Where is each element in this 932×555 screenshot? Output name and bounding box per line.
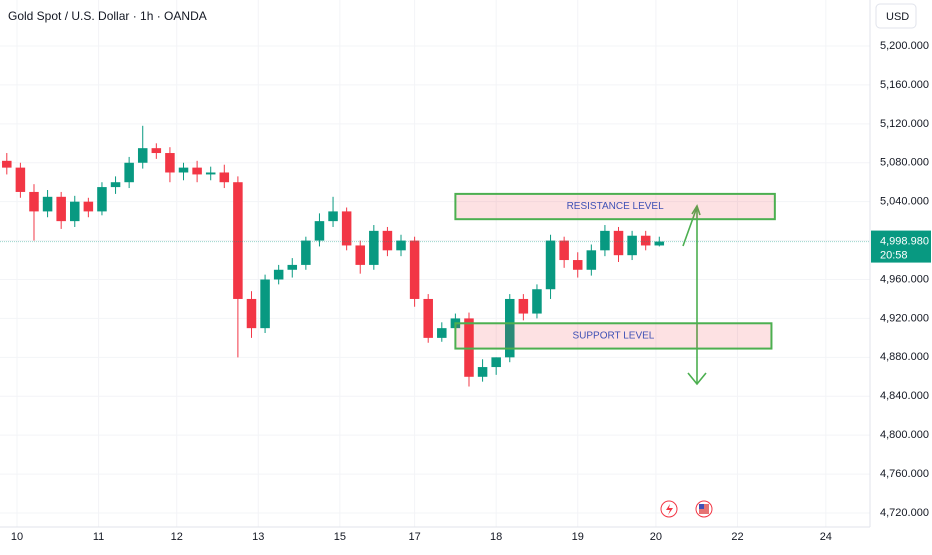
candle-body <box>491 357 501 368</box>
y-tick-label: 4,840.000 <box>880 390 929 402</box>
candle-body <box>205 172 216 175</box>
candle-body <box>151 148 162 154</box>
candle-body <box>640 235 651 246</box>
candle-body <box>301 240 311 265</box>
level-zone <box>454 322 773 350</box>
candle-body <box>260 279 270 329</box>
y-tick-label: 4,920.000 <box>880 312 929 324</box>
candle-body <box>328 211 338 222</box>
candle-body <box>70 201 80 222</box>
candle-body <box>42 196 53 212</box>
x-tick-label: 15 <box>334 531 346 543</box>
x-tick-label: 18 <box>490 531 502 543</box>
candle-body <box>83 201 94 212</box>
y-tick-label: 4,720.000 <box>880 507 929 519</box>
last-price-label: 4,998.980 <box>880 235 929 247</box>
x-tick-label: 19 <box>572 531 584 543</box>
candle-body <box>518 298 529 314</box>
arrows <box>682 204 707 386</box>
candle-body <box>314 221 325 241</box>
candle-body <box>287 264 298 270</box>
arrow-head <box>687 372 707 386</box>
y-tick-label: 4,880.000 <box>880 351 929 363</box>
candle-body <box>600 230 610 251</box>
candle-body <box>572 260 583 270</box>
candle-body <box>246 298 257 329</box>
candle-body <box>477 367 488 377</box>
candle-body <box>15 167 26 192</box>
candle-body <box>586 250 597 270</box>
y-tick-label: 4,800.000 <box>880 429 929 441</box>
event-icons <box>660 500 713 518</box>
countdown: 20:58 <box>880 249 908 261</box>
candle-body <box>423 298 433 338</box>
candle-body <box>137 148 148 163</box>
lightning <box>666 504 673 515</box>
candle-body <box>505 298 515 358</box>
currency-button[interactable] <box>875 3 917 29</box>
x-tick-label: 22 <box>731 531 743 543</box>
y-tick-label: 5,160.000 <box>880 79 929 91</box>
y-tick-label: 5,120.000 <box>880 118 929 130</box>
y-tick-label: 5,080.000 <box>880 157 929 169</box>
x-tick-label: 20 <box>650 531 662 543</box>
y-tick-label: 5,040.000 <box>880 196 929 208</box>
last-price-badge <box>871 230 931 263</box>
level-zone <box>454 192 776 221</box>
y-tick-label: 4,960.000 <box>880 273 929 285</box>
x-tick-label: 12 <box>171 531 183 543</box>
candle-body <box>409 240 420 299</box>
x-tick-label: 13 <box>252 531 264 543</box>
candle-body <box>110 182 121 188</box>
candle-body <box>559 240 569 261</box>
candle-body <box>165 153 175 173</box>
candle-body <box>382 230 393 251</box>
candle-body <box>613 230 624 256</box>
candle-body <box>273 269 284 280</box>
candle-body <box>178 167 189 173</box>
overlay: 4,720.000 4,760.000 4,800.000 4,840.000 4,88… <box>0 40 931 543</box>
candle-body <box>355 245 365 265</box>
candle-body <box>341 211 352 246</box>
arrow-head <box>691 204 701 216</box>
candle-body <box>545 240 556 290</box>
candle-body <box>437 328 447 338</box>
candle-body <box>532 289 542 314</box>
candle-body <box>97 187 107 212</box>
chart-title: Gold Spot / U.S. Dollar · 1h · OANDA <box>8 9 207 23</box>
zone-label: SUPPORT LEVEL <box>572 331 654 342</box>
candle-body <box>369 230 379 265</box>
candle-body <box>124 162 134 183</box>
flag-canton <box>699 504 704 509</box>
candle-body <box>56 196 66 222</box>
candle-body <box>29 191 39 212</box>
candle-body <box>192 167 202 175</box>
candle-body <box>2 160 12 168</box>
candle-body <box>654 241 665 246</box>
candle-body <box>627 235 637 256</box>
x-tick-label: 10 <box>11 531 23 543</box>
candle-body <box>396 240 406 251</box>
y-tick-label: 5,200.000 <box>880 40 929 52</box>
currency[interactable]: USD <box>886 11 909 23</box>
candle-body <box>233 182 243 299</box>
candle-body <box>219 172 230 183</box>
y-tick-label: 4,760.000 <box>880 468 929 480</box>
zone-label: RESISTANCE LEVEL <box>567 201 665 212</box>
x-tick-label: 24 <box>820 531 832 543</box>
x-tick-label: 17 <box>408 531 420 543</box>
forecast-arrow <box>682 206 698 383</box>
x-tick-label: 11 <box>93 531 104 543</box>
